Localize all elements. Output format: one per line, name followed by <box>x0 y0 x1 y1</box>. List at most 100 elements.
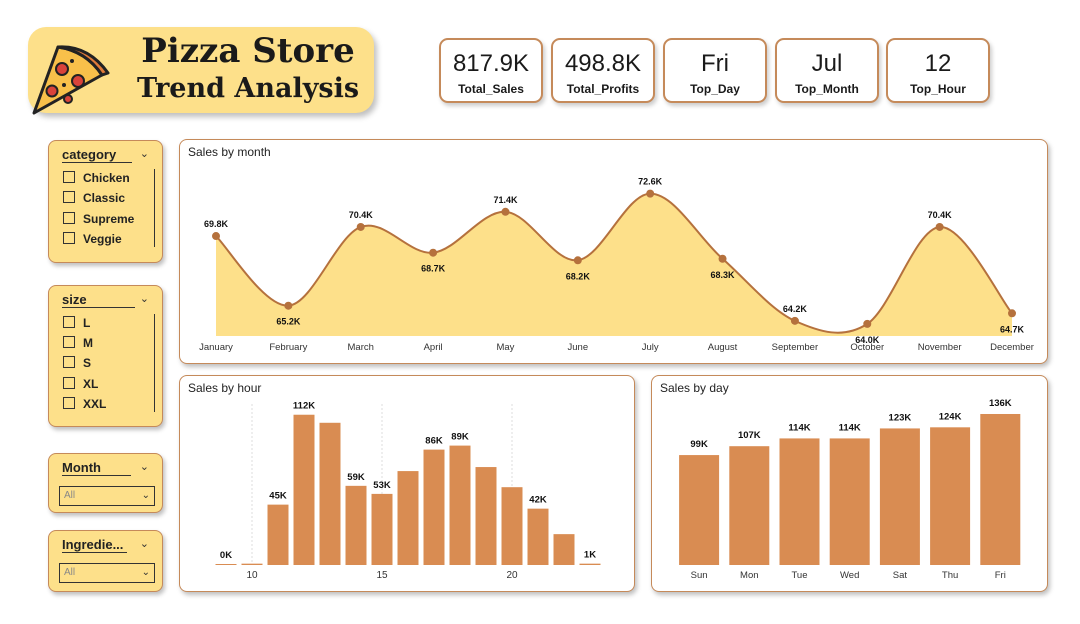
kpi-label: Top_Day <box>690 82 740 96</box>
sales-by-hour-card: Sales by hour 0K 45K 112K 59K 53K 86K 89K 42K 1K… <box>179 375 635 592</box>
data-point <box>863 319 872 328</box>
data-label: 89K <box>451 432 469 443</box>
data-label: 45K <box>269 491 287 502</box>
chevron-down-icon[interactable]: ⌄ <box>139 460 149 473</box>
data-label: 114K <box>788 422 810 433</box>
slicer-title: Ingredie... <box>62 537 128 553</box>
kpi-label: Total_Profits <box>566 82 640 96</box>
slicer-item-l[interactable]: L <box>63 316 90 330</box>
checkbox[interactable] <box>63 316 75 328</box>
data-label: 107K <box>738 430 761 441</box>
bar <box>879 428 920 565</box>
kpi-value: Jul <box>811 50 843 77</box>
scrollbar[interactable] <box>154 314 155 412</box>
checkbox[interactable] <box>63 377 75 389</box>
x-tick-label: Sat <box>893 570 908 581</box>
x-tick-label: 20 <box>506 570 518 581</box>
slicer-item-s[interactable]: S <box>63 356 91 370</box>
slicer-title: size <box>62 292 135 308</box>
checkbox[interactable] <box>63 191 75 203</box>
data-label: 71.4K <box>493 195 518 205</box>
dropdown-value: All <box>64 567 76 578</box>
data-label: 64.2K <box>783 304 808 314</box>
chevron-down-icon[interactable]: ⌄ <box>139 147 149 160</box>
x-tick-label: 10 <box>246 570 258 581</box>
x-tick-label: September <box>772 342 818 353</box>
month-dropdown[interactable]: All ⌄ <box>59 486 155 506</box>
slicer-item-m[interactable]: M <box>63 336 93 350</box>
chart-title: Sales by month <box>188 145 271 159</box>
checkbox[interactable] <box>63 397 75 409</box>
checkbox[interactable] <box>63 356 75 368</box>
bar <box>215 564 237 565</box>
kpi-top-day: Fri Top_Day <box>663 38 767 103</box>
slicer-item-xl[interactable]: XL <box>63 377 98 391</box>
data-label: 136K <box>989 398 1012 409</box>
chevron-down-icon[interactable]: ⌄ <box>139 292 149 305</box>
slicer-title: Month <box>62 460 131 476</box>
series-line <box>215 192 1013 334</box>
kpi-value: Fri <box>701 50 729 77</box>
sales-by-day-chart: 99K Sun 107K Mon 114K Tue 114K Wed 123K Sat 124K Th… <box>679 398 1021 581</box>
checkbox[interactable] <box>63 336 75 348</box>
data-label: 42K <box>529 495 547 506</box>
x-tick-label: Wed <box>840 570 859 581</box>
dropdown-value: All <box>64 490 76 501</box>
x-tick-label: June <box>568 342 589 353</box>
kpi-top-month: Jul Top_Month <box>775 38 879 103</box>
slicer-title: category <box>62 147 133 163</box>
bar <box>679 455 720 565</box>
x-tick-label: October <box>850 342 884 353</box>
bar <box>779 438 820 565</box>
data-label: 68.2K <box>566 271 591 281</box>
checkbox[interactable] <box>63 171 75 183</box>
area-fill <box>216 193 1012 336</box>
chevron-down-icon[interactable]: ⌄ <box>139 537 149 550</box>
data-label: 53K <box>373 480 391 491</box>
bar <box>980 413 1021 565</box>
data-point <box>356 222 365 231</box>
bar <box>501 487 523 565</box>
title-card: Pizza Store Trend Analysis <box>28 27 374 115</box>
chevron-down-icon[interactable]: ⌄ <box>141 567 150 578</box>
bar <box>527 508 549 565</box>
x-tick-label: Sun <box>691 570 708 581</box>
bar <box>423 449 445 565</box>
data-label: 64.0K <box>855 335 880 345</box>
data-label: 86K <box>425 436 443 447</box>
chevron-down-icon[interactable]: ⌄ <box>141 490 150 501</box>
checkbox[interactable] <box>63 212 75 224</box>
data-point <box>284 301 293 310</box>
slicer-item-veggie[interactable]: Veggie <box>63 232 122 246</box>
data-point <box>646 189 655 198</box>
chart-title: Sales by day <box>660 381 729 395</box>
bar <box>930 427 971 565</box>
kpi-total-sales: 817.9K Total_Sales <box>439 38 543 103</box>
data-point <box>573 256 582 265</box>
bar <box>729 446 770 565</box>
bar <box>553 534 575 565</box>
x-tick-label: December <box>990 342 1034 353</box>
bar <box>267 504 289 565</box>
size-slicer: size ⌄ L M S XL XXL <box>48 285 163 427</box>
slicer-item-supreme[interactable]: Supreme <box>63 212 134 226</box>
scrollbar[interactable] <box>154 169 155 247</box>
bar <box>319 422 341 565</box>
slicer-item-xxl[interactable]: XXL <box>63 397 106 411</box>
bar <box>829 438 870 565</box>
slicer-item-chicken[interactable]: Chicken <box>63 171 130 185</box>
data-point <box>790 316 799 325</box>
category-slicer: category ⌄ Chicken Classic Supreme Veggi… <box>48 140 163 263</box>
slicer-item-classic[interactable]: Classic <box>63 191 125 205</box>
sales-by-day-card: Sales by day 99K Sun 107K Mon 114K Tue 114K Wed… <box>651 375 1048 592</box>
x-tick-label: August <box>708 342 738 353</box>
x-tick-label: March <box>348 342 374 353</box>
data-point <box>718 254 727 263</box>
checkbox[interactable] <box>63 232 75 244</box>
x-tick-label: Thu <box>942 570 958 581</box>
data-label: 64.7K <box>1000 324 1025 334</box>
month-slicer: Month ⌄ All ⌄ <box>48 453 163 513</box>
ingredients-dropdown[interactable]: All ⌄ <box>59 563 155 583</box>
data-label: 68.7K <box>421 264 446 274</box>
kpi-label: Top_Month <box>795 82 859 96</box>
